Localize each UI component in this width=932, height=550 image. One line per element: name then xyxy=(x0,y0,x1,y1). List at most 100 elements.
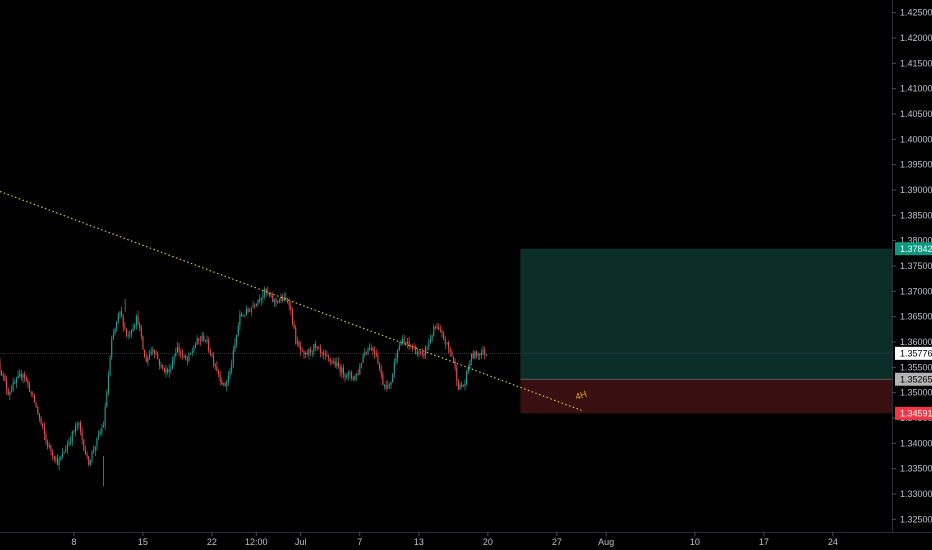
candle-body xyxy=(173,356,175,362)
candle-body xyxy=(114,328,116,335)
candle-body xyxy=(341,367,343,373)
candle-body xyxy=(201,335,203,341)
candle-body xyxy=(316,347,318,348)
candle-body xyxy=(86,454,88,457)
candle-body xyxy=(63,452,65,454)
candle-body xyxy=(163,367,165,373)
trendline-layer[interactable]: 4H xyxy=(0,191,588,411)
candle-body xyxy=(336,362,338,367)
candle-body xyxy=(84,449,86,455)
candle-body xyxy=(305,352,307,355)
candle-body xyxy=(58,460,60,465)
candle-body xyxy=(7,389,9,396)
candle-body xyxy=(204,340,206,342)
candle-body xyxy=(275,299,277,302)
candle-body xyxy=(400,344,402,346)
candle-body xyxy=(270,295,272,297)
candle-body xyxy=(385,385,387,389)
candle-body xyxy=(245,309,247,316)
y-tick-label: 1.41500 xyxy=(900,58,932,68)
y-axis[interactable]: 1.42500 1.42000 1.41500 1.41000 1.40500 1.400… xyxy=(892,8,932,525)
candle-body xyxy=(66,444,68,450)
candle-body xyxy=(15,378,17,383)
candle-body xyxy=(48,445,50,448)
candle-body xyxy=(403,339,405,343)
x-tick-label: 22 xyxy=(207,537,217,547)
candle-body xyxy=(121,311,123,317)
candle-body xyxy=(466,371,468,384)
candle-body xyxy=(127,335,129,337)
target-zone[interactable] xyxy=(520,248,892,380)
candle-body xyxy=(357,373,359,375)
candle-body xyxy=(75,425,77,432)
candle-body xyxy=(20,373,22,378)
candle-body xyxy=(132,328,134,332)
candle-body xyxy=(298,341,300,347)
candle-body xyxy=(429,339,432,343)
candle-body xyxy=(42,423,44,428)
candle-body xyxy=(264,289,266,296)
candle-body xyxy=(71,431,73,441)
x-tick-label: 10 xyxy=(690,537,700,547)
candle-body xyxy=(55,458,57,460)
candle-body xyxy=(185,355,187,360)
candle-body xyxy=(148,354,151,358)
candle-body xyxy=(125,328,128,336)
candle-body xyxy=(237,325,239,335)
candle-body xyxy=(249,311,251,313)
x-axis[interactable]: 8 15 22 12:00 Jul 7 13 20 27 Aug 10 17 24 xyxy=(71,532,838,547)
candle-body xyxy=(150,351,152,355)
candle-body xyxy=(176,346,178,353)
candle-body xyxy=(147,357,149,363)
candle-body xyxy=(398,345,400,351)
candle-body xyxy=(129,334,131,336)
candle-body xyxy=(451,351,453,357)
candle-body xyxy=(180,351,182,354)
candle-body xyxy=(193,348,195,352)
candle-body xyxy=(79,422,82,432)
candle-body xyxy=(329,358,331,362)
candle-body xyxy=(181,353,183,356)
candle-body xyxy=(395,358,397,363)
candle-body xyxy=(474,351,476,359)
candle-body xyxy=(290,305,292,311)
candle-body xyxy=(130,331,132,335)
candle-body xyxy=(300,346,302,351)
x-tick-label: 24 xyxy=(828,537,838,547)
candle-body xyxy=(81,431,83,440)
x-tick-label: 13 xyxy=(414,537,424,547)
candle-body xyxy=(231,364,233,371)
candle-body xyxy=(482,350,484,353)
candle-body xyxy=(38,413,40,419)
candle-body xyxy=(433,326,435,337)
timeframe-label: 4H xyxy=(574,389,588,402)
candle-body xyxy=(24,374,26,379)
candle-body xyxy=(415,347,417,355)
candle-body xyxy=(153,349,155,354)
candle-body xyxy=(214,363,216,367)
candle-body xyxy=(239,314,241,326)
candle-body xyxy=(60,457,62,461)
candle-body xyxy=(383,385,385,386)
candle-body xyxy=(326,354,328,357)
candle-body xyxy=(119,311,121,314)
candle-body xyxy=(252,305,254,308)
candle-body xyxy=(91,451,93,461)
candle-body xyxy=(469,361,471,368)
candle-body xyxy=(260,298,262,301)
stop-zone[interactable] xyxy=(520,379,892,414)
candle-body xyxy=(273,299,275,302)
candle-body xyxy=(392,373,394,382)
y-tick-label: 1.33000 xyxy=(900,489,932,499)
candle-body xyxy=(377,355,379,364)
candle-body xyxy=(287,299,289,303)
candle-body xyxy=(247,309,249,312)
y-tick-label: 1.32500 xyxy=(900,514,932,524)
candle-body xyxy=(359,365,361,375)
candle-body xyxy=(293,324,295,328)
candle-body xyxy=(364,352,366,356)
candle-body xyxy=(296,341,298,344)
candle-body xyxy=(370,347,372,350)
candle-body xyxy=(78,422,80,425)
